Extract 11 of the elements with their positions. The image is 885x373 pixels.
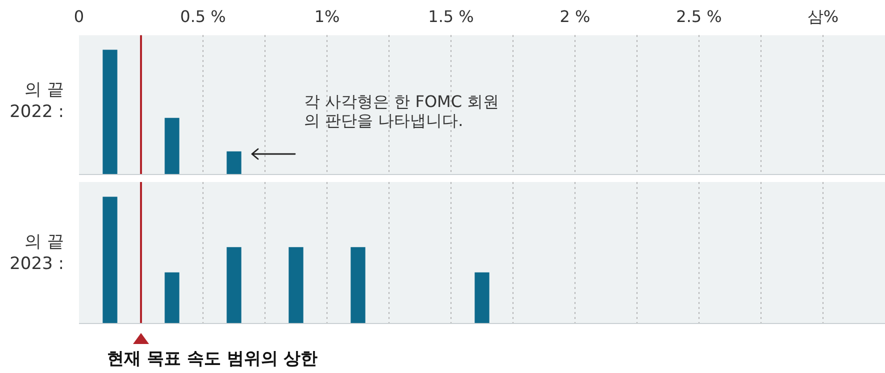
x-tick-label: 1.5 %: [428, 6, 474, 26]
legend-label: 현재 목표 속도 범위의 상한: [107, 348, 318, 371]
annotation: 각 사각형은 한 FOMC 회원의 판단을 나타냅니다.: [304, 92, 500, 130]
x-tick-label: 삼%: [807, 6, 839, 26]
y-axis-title: 의 끝 2022 :: [8, 79, 64, 123]
x-tick-label: 2 %: [560, 6, 590, 26]
x-tick-label: 2.5 %: [676, 6, 722, 26]
x-tick-label: 0: [74, 6, 84, 26]
x-tick-label: 0.5 %: [180, 6, 226, 26]
y-axis-title: 의 끝 2023 :: [8, 230, 64, 274]
x-tick-label: 1%: [314, 6, 340, 26]
